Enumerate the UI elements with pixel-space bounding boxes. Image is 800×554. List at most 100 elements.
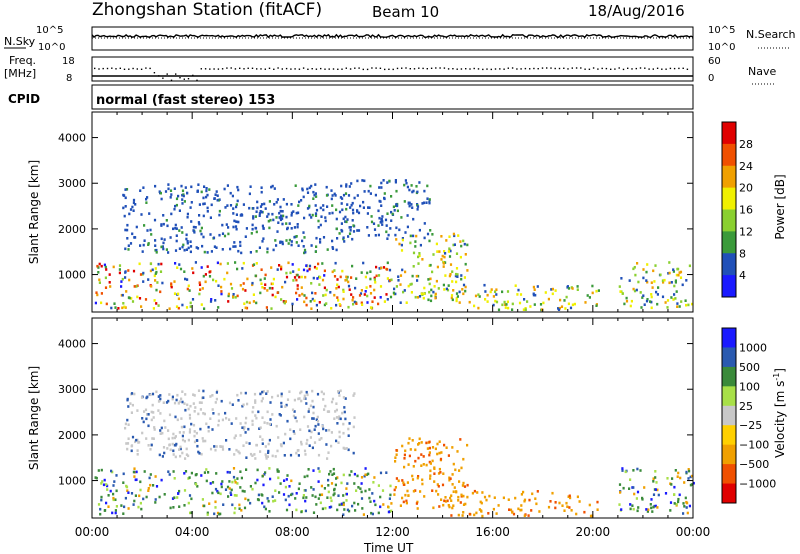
data-cell bbox=[179, 445, 182, 449]
x-tick-label: 20:00 bbox=[576, 525, 611, 539]
data-cell bbox=[154, 272, 157, 275]
data-cell bbox=[340, 184, 343, 188]
data-cell bbox=[468, 300, 471, 304]
data-cell bbox=[645, 508, 648, 511]
data-cell bbox=[239, 470, 242, 473]
data-cell bbox=[310, 216, 313, 219]
nave-dot bbox=[673, 67, 676, 70]
nave-dot bbox=[149, 67, 151, 70]
nave-dot bbox=[401, 67, 403, 69]
data-cell bbox=[235, 213, 238, 216]
data-cell bbox=[533, 288, 536, 291]
data-cell bbox=[107, 494, 110, 497]
data-cell bbox=[303, 475, 306, 479]
nave-dot bbox=[511, 67, 514, 69]
data-cell bbox=[596, 500, 599, 504]
data-cell bbox=[342, 501, 345, 505]
data-cell bbox=[373, 276, 376, 280]
data-cell bbox=[342, 473, 345, 477]
data-cell bbox=[554, 289, 557, 292]
data-cell bbox=[468, 512, 471, 516]
data-cell bbox=[346, 508, 349, 512]
data-cell bbox=[296, 273, 299, 277]
data-cell bbox=[688, 264, 691, 268]
data-cell bbox=[436, 442, 439, 446]
data-cell bbox=[183, 489, 187, 492]
data-cell bbox=[236, 482, 239, 485]
data-cell bbox=[360, 482, 363, 485]
nave-dot bbox=[529, 68, 531, 70]
data-cell bbox=[177, 297, 180, 301]
data-cell bbox=[390, 195, 393, 198]
data-cell bbox=[523, 498, 527, 502]
nsky-tick-low: 10^0 bbox=[38, 42, 65, 53]
nave-dot bbox=[571, 67, 573, 69]
data-cell bbox=[219, 445, 222, 448]
data-cell bbox=[198, 203, 201, 206]
data-cell bbox=[157, 395, 160, 398]
data-cell bbox=[402, 481, 405, 485]
data-cell bbox=[285, 215, 288, 219]
colorbar-swatch bbox=[722, 143, 736, 167]
data-cell bbox=[454, 468, 457, 472]
data-cell bbox=[125, 442, 128, 445]
data-cell bbox=[94, 301, 97, 305]
data-cell bbox=[172, 453, 175, 456]
data-cell bbox=[234, 225, 238, 228]
data-cell bbox=[271, 413, 274, 416]
data-cell bbox=[294, 184, 297, 187]
data-cell bbox=[405, 501, 408, 505]
data-cell bbox=[193, 231, 196, 234]
data-cell bbox=[129, 402, 132, 405]
data-cell bbox=[175, 305, 179, 308]
data-cell bbox=[243, 490, 246, 493]
data-cell bbox=[659, 273, 662, 277]
data-cell bbox=[169, 448, 172, 452]
data-cell bbox=[369, 277, 372, 281]
colorbar-tick-label: 1000 bbox=[739, 341, 767, 354]
data-cell bbox=[666, 477, 669, 480]
data-cell bbox=[179, 267, 183, 271]
data-cell bbox=[154, 475, 157, 478]
data-cell bbox=[206, 206, 209, 210]
data-cell bbox=[678, 305, 681, 308]
data-cell bbox=[143, 239, 146, 242]
nave-dot bbox=[307, 68, 309, 70]
data-cell bbox=[335, 477, 338, 480]
data-cell bbox=[632, 469, 635, 472]
data-cell bbox=[171, 397, 174, 401]
data-cell bbox=[227, 226, 230, 229]
data-cell bbox=[628, 279, 631, 282]
data-cell bbox=[429, 229, 432, 232]
data-cell bbox=[235, 203, 238, 206]
data-cell bbox=[234, 245, 237, 248]
data-cell bbox=[139, 488, 142, 492]
data-cell bbox=[288, 390, 291, 393]
data-cell bbox=[379, 471, 383, 475]
data-cell bbox=[221, 448, 225, 451]
data-cell bbox=[386, 268, 389, 271]
data-cell bbox=[656, 293, 659, 296]
data-cell bbox=[483, 283, 486, 287]
data-cell bbox=[218, 233, 221, 237]
data-cell bbox=[108, 281, 111, 284]
data-cell bbox=[450, 494, 453, 497]
data-cell bbox=[202, 274, 205, 278]
data-cell bbox=[325, 429, 328, 432]
data-cell bbox=[186, 241, 189, 245]
y-tick-label: 1000 bbox=[58, 269, 86, 282]
data-cell bbox=[122, 481, 125, 484]
data-cell bbox=[175, 234, 178, 237]
data-cell bbox=[403, 289, 406, 292]
data-cell bbox=[670, 296, 673, 299]
data-cell bbox=[570, 509, 573, 512]
data-cell bbox=[212, 236, 216, 240]
data-cell bbox=[226, 470, 229, 474]
data-cell bbox=[171, 442, 174, 446]
data-cell bbox=[474, 294, 478, 298]
data-cell bbox=[394, 179, 397, 182]
data-cell bbox=[306, 393, 309, 397]
data-cell bbox=[650, 295, 653, 299]
data-cell bbox=[342, 193, 346, 197]
data-cell bbox=[256, 200, 259, 204]
